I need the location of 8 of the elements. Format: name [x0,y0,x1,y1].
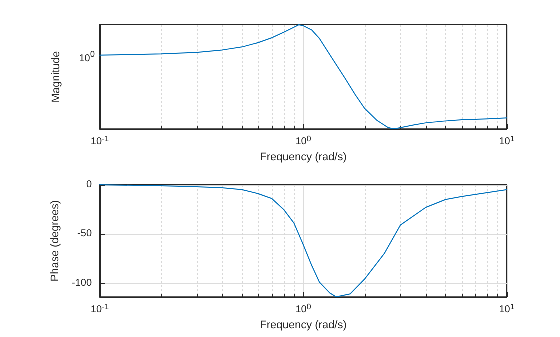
y-tick-label: 0 [86,180,92,190]
y-tick-label: -50 [78,228,92,240]
x-axis-title: Frequency (rad/s) [260,152,347,164]
y-axis-title: Phase (degrees) [50,200,62,282]
x-axis-title: Frequency (rad/s) [260,320,347,332]
text: 10$^{0}$ [79,48,95,66]
y-tick-label: -100 [72,278,92,289]
y-axis-title: Magnitude [50,51,62,103]
